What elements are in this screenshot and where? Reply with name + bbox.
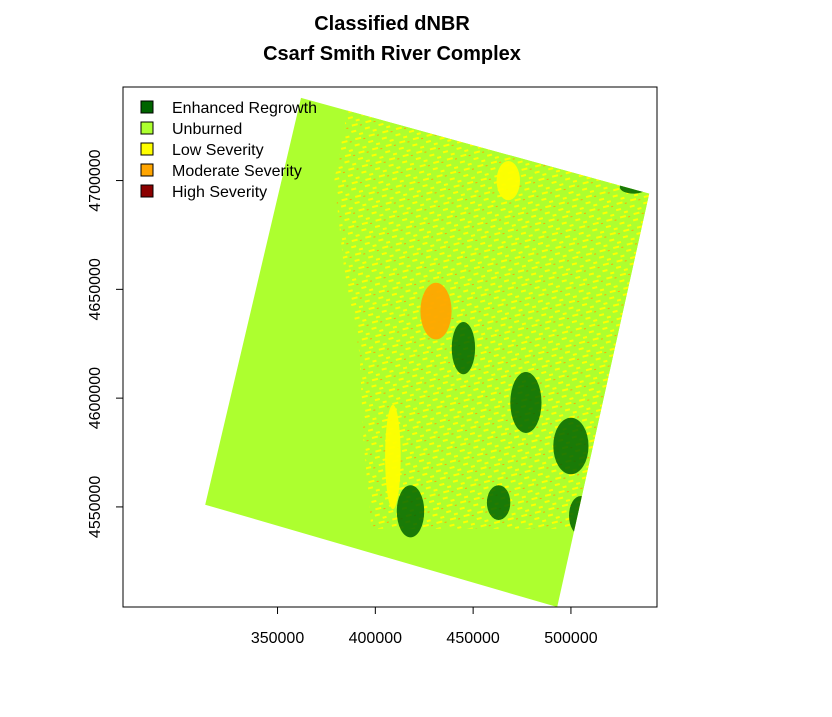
x-tick-label: 450000 bbox=[446, 630, 499, 647]
region-low-severity bbox=[385, 404, 401, 510]
legend-label: Unburned bbox=[172, 121, 242, 138]
region-enhanced-regrowth bbox=[451, 322, 476, 375]
class-regions bbox=[385, 161, 648, 538]
legend: Enhanced Regrowth Unburned Low Severity Mod… bbox=[140, 100, 317, 201]
legend-label: Moderate Severity bbox=[172, 163, 302, 180]
region-enhanced-regrowth bbox=[553, 417, 589, 475]
legend-swatch bbox=[140, 163, 154, 177]
region-low-severity bbox=[496, 161, 520, 201]
legend-swatch bbox=[140, 100, 154, 114]
x-axis: 350000 400000 450000 500000 bbox=[251, 606, 598, 647]
legend-swatch bbox=[140, 184, 154, 198]
region-enhanced-regrowth bbox=[486, 485, 511, 520]
x-tick-label: 400000 bbox=[349, 630, 402, 647]
x-tick-label: 500000 bbox=[544, 630, 597, 647]
y-axis: 4550000 4600000 4650000 4700000 bbox=[87, 149, 124, 538]
legend-swatch bbox=[140, 142, 154, 156]
y-tick-label: 4600000 bbox=[87, 367, 104, 429]
chart-subtitle: Csarf Smith River Complex bbox=[263, 43, 521, 65]
region-enhanced-regrowth bbox=[569, 495, 593, 536]
land-area bbox=[334, 97, 650, 529]
region-enhanced-regrowth bbox=[510, 372, 542, 433]
region-enhanced-regrowth bbox=[396, 485, 425, 538]
chart-title: Classified dNBR bbox=[314, 13, 470, 35]
region-moderate-severity bbox=[420, 282, 452, 340]
y-tick-label: 4650000 bbox=[87, 258, 104, 320]
y-tick-label: 4700000 bbox=[87, 149, 104, 211]
dnbr-raster bbox=[205, 97, 650, 607]
legend-label: High Severity bbox=[172, 184, 267, 201]
legend-swatch bbox=[140, 121, 154, 135]
region-enhanced-regrowth bbox=[619, 180, 648, 194]
legend-label: Low Severity bbox=[172, 142, 264, 159]
legend-label: Enhanced Regrowth bbox=[172, 100, 317, 117]
x-tick-label: 350000 bbox=[251, 630, 304, 647]
y-tick-label: 4550000 bbox=[87, 476, 104, 538]
